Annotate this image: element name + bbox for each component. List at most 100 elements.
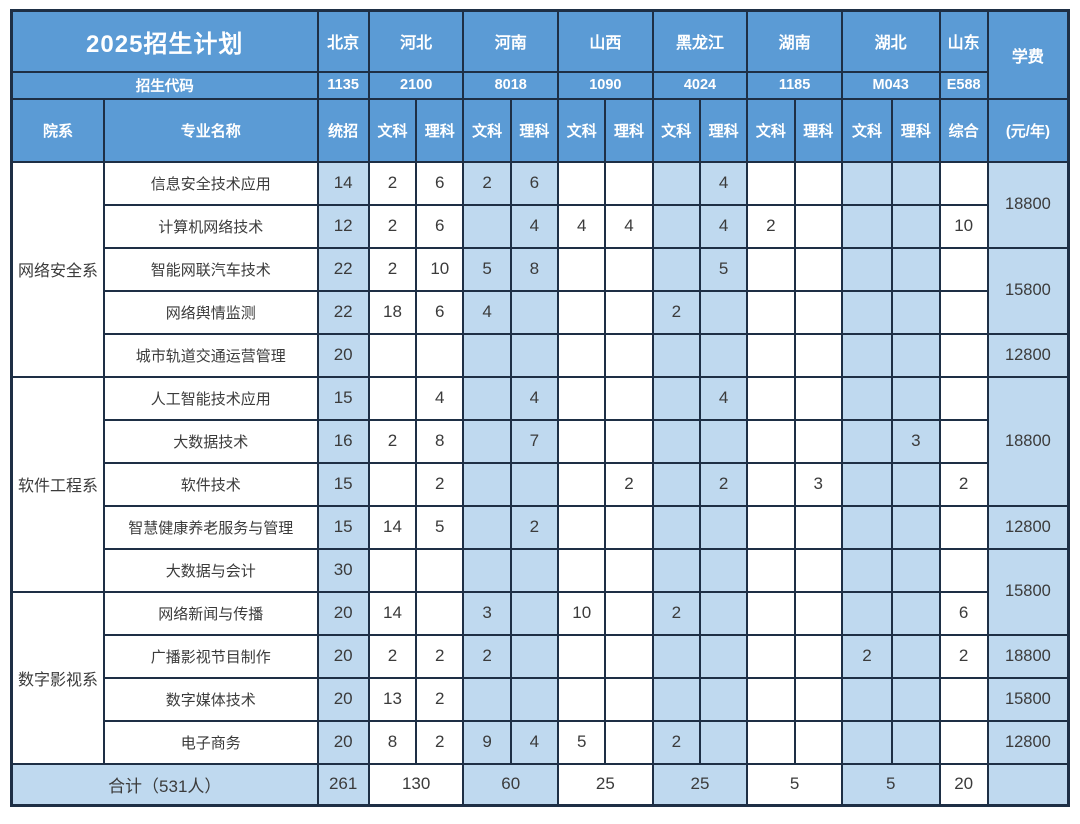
plan-cell xyxy=(651,547,701,593)
plan-cell xyxy=(891,547,941,593)
plan-cell: 4 xyxy=(698,160,749,206)
province-header-heilongjiang: 黑龙江 xyxy=(651,9,749,73)
table-row: 电子商务 20 8 2 9 4 5 2 12800 xyxy=(12,719,1070,765)
province-header-hebei: 河北 xyxy=(367,9,465,73)
plan-cell: 5 xyxy=(415,504,465,550)
plan-cell: 2 xyxy=(746,203,796,249)
plan-cell xyxy=(651,504,701,550)
plan-cell xyxy=(746,504,796,550)
plan-cell xyxy=(840,332,894,378)
plan-cell: 22 xyxy=(316,246,370,292)
plan-cell xyxy=(604,504,654,550)
col-header-wenke: 文科 xyxy=(462,97,512,163)
plan-cell: 20 xyxy=(316,590,370,636)
table-row: 计算机网络技术 12 2 6 4 4 4 4 2 10 xyxy=(12,203,1069,249)
plan-cell xyxy=(698,719,749,765)
plan-cell xyxy=(415,590,465,636)
plan-cell xyxy=(557,418,607,464)
major-cell: 智能网联汽车技术 xyxy=(103,246,319,292)
plan-cell xyxy=(698,590,749,636)
plan-cell xyxy=(938,547,989,593)
plan-cell: 18 xyxy=(367,289,418,335)
fee-header: 学费 xyxy=(986,9,1070,100)
fee-cell: 12800 xyxy=(986,504,1070,550)
plan-cell xyxy=(840,418,894,464)
header-row-codes: 招生代码 1135 2100 8018 1090 4024 1185 M043 … xyxy=(10,70,1069,100)
plan-cell xyxy=(509,547,560,593)
plan-cell: 2 xyxy=(651,590,701,636)
plan-cell xyxy=(840,676,894,722)
major-cell: 网络新闻与传播 xyxy=(103,590,319,636)
plan-cell: 2 xyxy=(367,418,418,464)
major-cell: 大数据技术 xyxy=(103,418,319,464)
total-cell: 25 xyxy=(557,762,654,807)
plan-cell xyxy=(840,203,894,249)
plan-cell xyxy=(509,332,560,378)
total-cell: 130 xyxy=(367,762,465,807)
plan-cell xyxy=(462,418,512,464)
plan-cell: 5 xyxy=(557,719,607,765)
province-code-shanxi: 1090 xyxy=(557,70,654,100)
plan-cell xyxy=(462,504,512,550)
plan-cell xyxy=(938,676,989,722)
col-header-wenke: 文科 xyxy=(840,97,894,163)
plan-cell: 14 xyxy=(316,160,370,206)
col-header-like: 理科 xyxy=(415,97,465,163)
plan-cell: 4 xyxy=(557,203,607,249)
plan-cell: 2 xyxy=(367,160,418,206)
plan-cell xyxy=(604,418,654,464)
plan-cell xyxy=(367,461,418,507)
plan-cell xyxy=(746,160,796,206)
province-code-heilongjiang: 4024 xyxy=(651,70,749,100)
plan-cell: 2 xyxy=(415,719,465,765)
col-header-zonghe: 综合 xyxy=(938,97,989,163)
plan-cell: 2 xyxy=(415,676,465,722)
plan-cell xyxy=(938,332,989,378)
plan-cell xyxy=(938,418,989,464)
plan-cell xyxy=(604,375,654,421)
plan-cell xyxy=(938,375,989,421)
plan-cell xyxy=(891,332,941,378)
plan-cell: 8 xyxy=(509,246,560,292)
col-header-like: 理科 xyxy=(509,97,560,163)
col-header-tongzhao: 统招 xyxy=(316,97,370,163)
province-code-hubei: M043 xyxy=(840,70,941,100)
plan-cell: 4 xyxy=(604,203,654,249)
total-fee-cell xyxy=(986,762,1070,807)
plan-cell: 15 xyxy=(316,375,370,421)
province-header-henan: 河南 xyxy=(462,9,560,73)
plan-cell xyxy=(793,203,843,249)
plan-cell xyxy=(938,246,989,292)
plan-cell xyxy=(604,633,654,679)
fee-cell: 12800 xyxy=(986,719,1070,765)
plan-cell xyxy=(604,676,654,722)
plan-cell xyxy=(604,590,654,636)
plan-cell: 3 xyxy=(462,590,512,636)
plan-cell xyxy=(938,289,989,335)
plan-cell xyxy=(746,633,796,679)
major-cell: 软件技术 xyxy=(103,461,319,507)
plan-cell xyxy=(746,246,796,292)
col-header-wenke: 文科 xyxy=(367,97,418,163)
plan-cell xyxy=(462,547,512,593)
plan-cell: 22 xyxy=(316,289,370,335)
plan-cell xyxy=(793,289,843,335)
major-cell: 广播影视节目制作 xyxy=(103,633,319,679)
plan-cell xyxy=(604,332,654,378)
plan-cell xyxy=(840,289,894,335)
table-row: 网络舆情监测 22 18 6 4 2 xyxy=(12,289,1069,335)
plan-cell xyxy=(604,547,654,593)
plan-cell xyxy=(462,461,512,507)
major-cell: 城市轨道交通运营管理 xyxy=(103,332,319,378)
plan-cell xyxy=(698,633,749,679)
major-cell: 信息安全技术应用 xyxy=(103,160,319,206)
plan-cell xyxy=(746,332,796,378)
plan-cell xyxy=(840,590,894,636)
plan-cell xyxy=(604,719,654,765)
plan-cell: 10 xyxy=(557,590,607,636)
plan-cell xyxy=(651,203,701,249)
plan-cell: 2 xyxy=(367,203,418,249)
total-cell: 60 xyxy=(462,762,560,807)
plan-cell: 2 xyxy=(415,633,465,679)
